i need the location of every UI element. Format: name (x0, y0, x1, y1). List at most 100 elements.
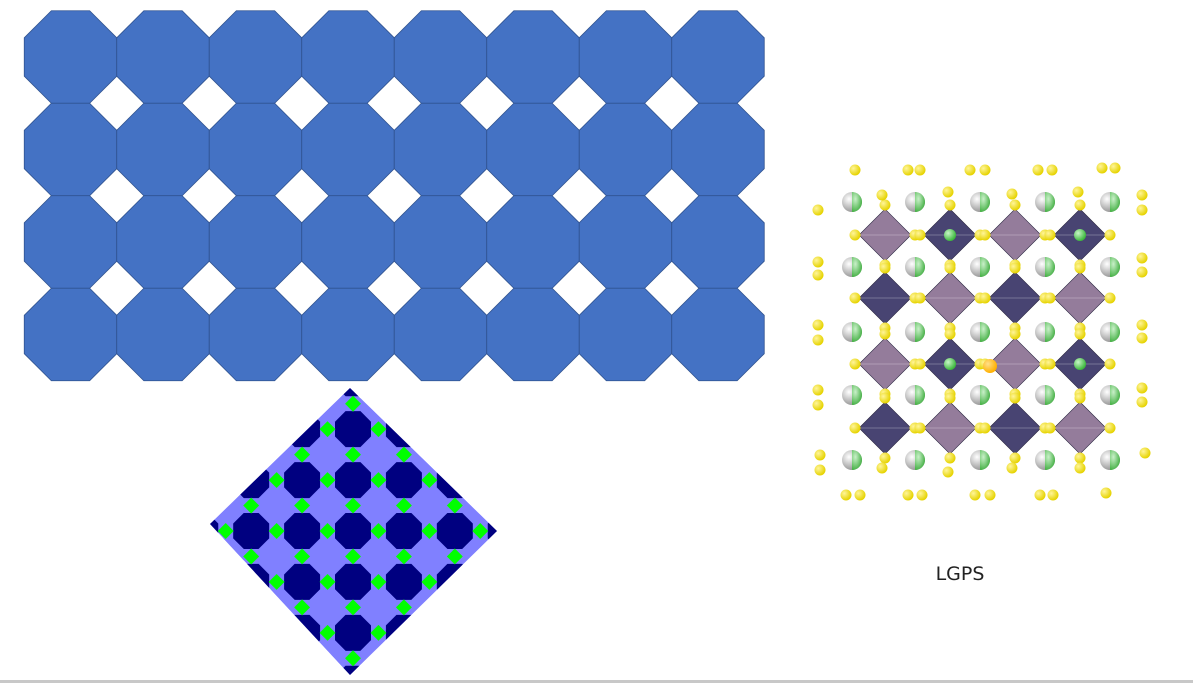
octagon-tile (208, 287, 303, 382)
green-square (294, 497, 311, 514)
lithium-occupancy (1045, 322, 1055, 342)
lithium-occupancy (852, 192, 862, 212)
sulfur-atom (944, 452, 956, 464)
lithium-occupancy (915, 257, 925, 277)
lithium-occupancy (915, 385, 925, 405)
sulfur-atom (944, 262, 956, 274)
sulfur-atom (812, 204, 824, 216)
sulfur-atom (1044, 292, 1056, 304)
sulfur-atom (1136, 382, 1148, 394)
green-square (498, 447, 510, 463)
light-octagon (210, 538, 244, 575)
green-square (200, 548, 208, 564)
green-square (320, 380, 336, 386)
sulfur-atom (979, 229, 991, 241)
dark-octagon (233, 462, 270, 499)
sulfur-atom (879, 392, 891, 404)
dark-octagon (335, 462, 371, 499)
octagon-tile (393, 10, 488, 104)
octagon-tile (301, 10, 395, 104)
sulfur-atom (1006, 188, 1018, 200)
green-square (200, 650, 208, 666)
green-square (498, 396, 510, 412)
green-square (446, 497, 463, 514)
sulfur-atom (849, 422, 861, 434)
green-square (421, 380, 437, 386)
light-octagon (462, 640, 497, 675)
sulfur-atom (979, 422, 991, 434)
lithium-occupancy (1045, 385, 1055, 405)
light-octagon (411, 640, 448, 675)
light-octagon (309, 640, 346, 675)
green-square (472, 624, 489, 641)
center-atom (944, 358, 956, 370)
octagon-tile (301, 287, 395, 382)
sulfur-atom (1136, 266, 1148, 278)
sulfur-atom (849, 292, 861, 304)
green-square (395, 395, 412, 412)
center-atom (944, 229, 956, 241)
green-square (370, 624, 387, 641)
lithium-occupancy (1045, 192, 1055, 212)
sulfur-atom (916, 489, 928, 501)
green-square (472, 380, 488, 386)
sulfur-atom (1074, 462, 1086, 474)
octagon-tiling (23, 10, 765, 382)
light-octagon (210, 388, 244, 422)
sulfur-atom (1032, 164, 1044, 176)
green-square (268, 421, 285, 438)
green-square (243, 599, 260, 616)
dopant-atom (983, 359, 997, 373)
dark-octagon (210, 513, 219, 549)
light-octagon (462, 487, 497, 524)
green-square (345, 650, 361, 667)
dark-octagon (335, 513, 371, 549)
sulfur-atom (914, 164, 926, 176)
octagon-tile (23, 195, 118, 289)
green-square (472, 573, 489, 590)
sulfur-atom (1072, 186, 1084, 198)
octagon-tile (23, 287, 118, 382)
dark-octagon (210, 563, 219, 600)
rotated-octagon-tiling (200, 380, 510, 675)
octagon-tile (486, 195, 580, 289)
dark-octagon (385, 388, 422, 397)
dark-octagon (284, 411, 321, 448)
dark-octagon (385, 563, 422, 600)
sulfur-atom (914, 292, 926, 304)
green-square (218, 380, 234, 386)
dark-octagon (233, 388, 270, 397)
green-square (345, 599, 361, 616)
dark-octagon (436, 513, 473, 549)
green-square (446, 599, 463, 616)
light-octagon (462, 436, 497, 473)
sulfur-atom (1104, 422, 1116, 434)
green-square (472, 472, 489, 489)
dark-octagon (436, 665, 473, 675)
sulfur-atom (1104, 358, 1116, 370)
green-square (345, 548, 361, 565)
sulfur-atom (914, 422, 926, 434)
sulfur-atom (1044, 358, 1056, 370)
octagon-tile (301, 195, 395, 289)
light-octagon (411, 487, 448, 524)
octagon-tile (578, 195, 673, 289)
light-octagon (411, 436, 448, 473)
green-square (294, 548, 311, 565)
green-square (421, 573, 438, 590)
green-square (268, 624, 285, 641)
green-square (294, 395, 311, 412)
dark-octagon (335, 614, 371, 651)
sulfur-atom (1034, 489, 1046, 501)
lithium-occupancy (915, 450, 925, 470)
dark-octagon (284, 462, 321, 499)
lithium-occupancy (915, 322, 925, 342)
light-octagon (462, 388, 497, 422)
dark-octagon (233, 563, 270, 600)
sulfur-atom (812, 399, 824, 411)
green-square (395, 650, 412, 667)
green-square (446, 446, 463, 463)
light-octagon (210, 487, 244, 524)
sulfur-atom (840, 489, 852, 501)
light-octagon (360, 487, 397, 524)
